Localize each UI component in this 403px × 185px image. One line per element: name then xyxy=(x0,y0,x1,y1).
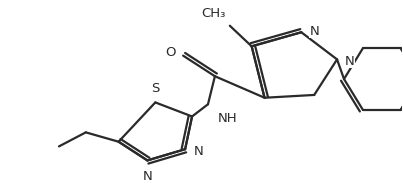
Text: N: N xyxy=(345,55,355,68)
Text: N: N xyxy=(194,144,204,158)
Text: S: S xyxy=(151,82,160,95)
Text: N: N xyxy=(143,170,152,183)
Text: O: O xyxy=(166,46,176,59)
Text: NH: NH xyxy=(218,112,237,125)
Text: CH₃: CH₃ xyxy=(202,7,226,20)
Text: N: N xyxy=(309,25,319,38)
